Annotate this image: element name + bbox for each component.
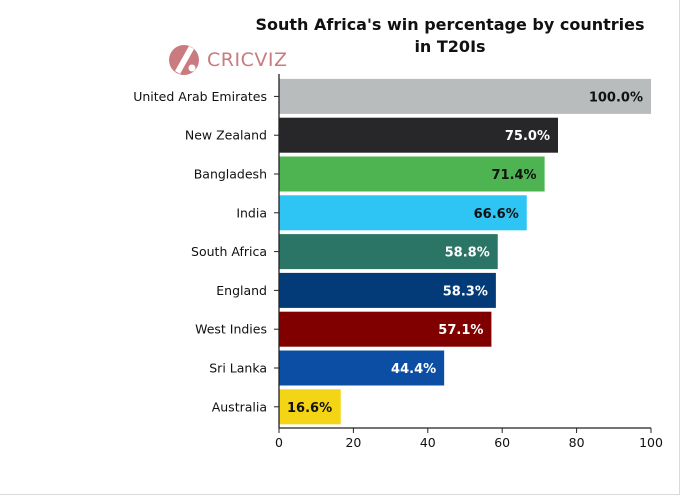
bar — [279, 350, 445, 386]
bar — [279, 311, 492, 347]
bars-layer: United Arab Emirates 100.0% New Zealand 75.… — [133, 78, 651, 425]
category-label: Australia — [212, 399, 267, 414]
data-label: 71.4% — [491, 168, 536, 183]
data-label: 58.8% — [445, 246, 490, 261]
bar — [279, 272, 496, 308]
x-tick-label: 0 — [275, 435, 283, 450]
x-tick-label: 100 — [639, 435, 663, 450]
chart-title: South Africa's win percentage by countri… — [255, 15, 645, 56]
x-tick-label: 80 — [569, 435, 585, 450]
category-label: India — [236, 205, 267, 220]
x-tick-label: 60 — [494, 435, 510, 450]
category-label: Sri Lanka — [209, 361, 267, 376]
category-label: South Africa — [191, 244, 267, 259]
data-label: 58.3% — [443, 284, 488, 299]
logo-text: CRICVIZ — [207, 49, 288, 71]
cricviz-logo: CRICVIZ — [167, 38, 287, 82]
bar — [279, 117, 558, 153]
category-label: England — [216, 283, 267, 298]
category-label: Bangladesh — [194, 167, 267, 182]
cricket-bat-ball-logo-icon — [169, 45, 199, 75]
category-label: New Zealand — [185, 128, 267, 143]
data-label: 75.0% — [505, 129, 550, 144]
data-label: 66.6% — [474, 207, 519, 222]
x-tick-label: 40 — [420, 435, 436, 450]
bar — [279, 78, 651, 114]
data-label: 16.6% — [287, 401, 332, 416]
bar — [279, 156, 545, 192]
data-label: 57.1% — [438, 323, 483, 338]
data-label: 44.4% — [391, 362, 436, 377]
bar — [279, 389, 341, 425]
x-tick-label: 20 — [345, 435, 361, 450]
data-label: 100.0% — [589, 90, 643, 105]
category-label: West Indies — [195, 322, 267, 337]
axes-layer: 0 20 40 60 80 100 — [274, 74, 663, 450]
category-label: United Arab Emirates — [133, 89, 267, 104]
bar — [279, 234, 498, 270]
bar — [279, 195, 527, 231]
